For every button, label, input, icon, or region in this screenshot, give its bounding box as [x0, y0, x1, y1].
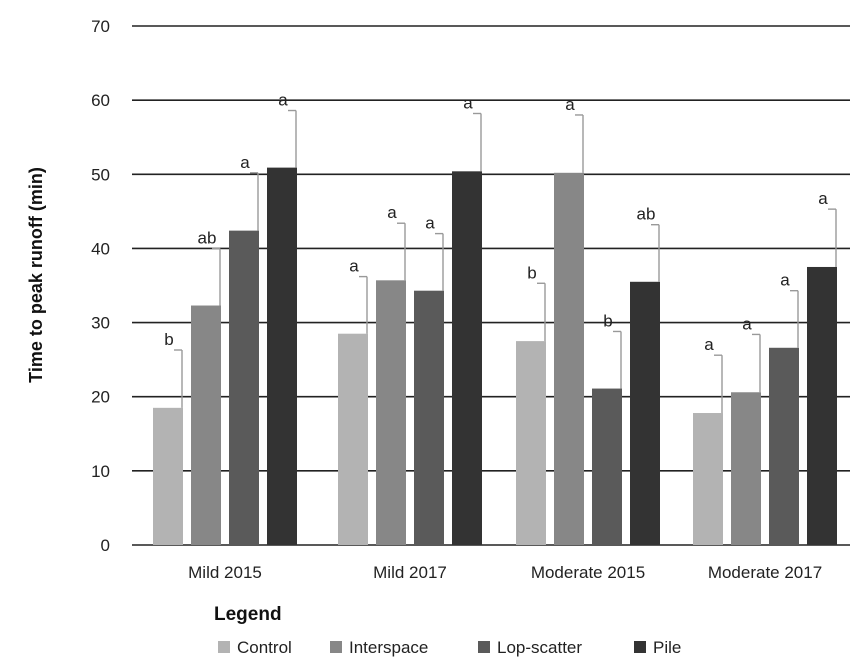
y-tick-label: 10	[91, 462, 110, 481]
y-tick-label: 50	[91, 165, 110, 184]
significance-letter: a	[780, 271, 790, 290]
category-labels: Mild 2015 Mild 2017 Moderate 2015 Moderate …	[188, 563, 822, 582]
bar-pile-2	[630, 281, 660, 545]
significance-letter: a	[349, 257, 359, 276]
y-tick-label: 30	[91, 314, 110, 333]
bar-control-0	[153, 407, 183, 545]
legend-swatch-interspace	[330, 641, 342, 653]
category-label: Moderate 2017	[708, 563, 822, 582]
legend-label-lop-scatter: Lop-scatter	[497, 638, 582, 657]
y-tick-label: 60	[91, 91, 110, 110]
significance-letter: a	[818, 189, 828, 208]
bars	[153, 167, 837, 546]
y-tick-label: 0	[101, 536, 110, 555]
bar-control-3	[693, 413, 723, 545]
significance-letter: ab	[198, 228, 217, 247]
bar-pile-0	[267, 167, 297, 545]
legend-label-pile: Pile	[653, 638, 681, 657]
y-tick-label: 70	[91, 17, 110, 36]
bar-interspace-1	[376, 280, 406, 545]
significance-letter: b	[164, 330, 173, 349]
significance-letter: b	[527, 263, 536, 282]
legend-swatch-pile	[634, 641, 646, 653]
significance-letter: a	[387, 203, 397, 222]
bar-control-1	[338, 333, 368, 545]
legend-label-control: Control	[237, 638, 292, 657]
legend-swatch-lop-scatter	[478, 641, 490, 653]
significance-letter: a	[565, 95, 575, 114]
significance-letter: a	[704, 335, 714, 354]
bar-interspace-2	[554, 172, 584, 545]
category-label: Mild 2017	[373, 563, 447, 582]
category-label: Mild 2015	[188, 563, 262, 582]
bar-interspace-0	[191, 305, 221, 545]
bar-lop-scatter-2	[592, 388, 622, 545]
y-tick-labels: 0 10 20 30 40 50 60 70	[91, 17, 110, 555]
significance-letter: a	[240, 153, 250, 172]
y-axis-label: Time to peak runoff (min)	[26, 167, 46, 383]
bar-pile-3	[807, 266, 837, 545]
bar-lop-scatter-3	[769, 347, 799, 545]
significance-letter: a	[463, 93, 473, 112]
significance-letter: a	[425, 214, 435, 233]
significance-letter: a	[742, 314, 752, 333]
category-label: Moderate 2015	[531, 563, 645, 582]
bar-interspace-3	[731, 392, 761, 545]
legend-title: Legend	[214, 604, 282, 625]
y-tick-label: 20	[91, 388, 110, 407]
error-bars	[174, 109, 837, 414]
legend-swatch-control	[218, 641, 230, 653]
bar-control-2	[516, 341, 546, 545]
y-tick-label: 40	[91, 239, 110, 258]
significance-letter: ab	[637, 205, 656, 224]
significance-letter: b	[603, 311, 612, 330]
bar-lop-scatter-1	[414, 290, 444, 545]
significance-letter: a	[278, 91, 288, 110]
bar-lop-scatter-0	[229, 230, 259, 546]
legend-label-interspace: Interspace	[349, 638, 428, 657]
bar-pile-1	[452, 171, 482, 545]
legend: Control Interspace Lop-scatter Pile	[218, 638, 681, 657]
